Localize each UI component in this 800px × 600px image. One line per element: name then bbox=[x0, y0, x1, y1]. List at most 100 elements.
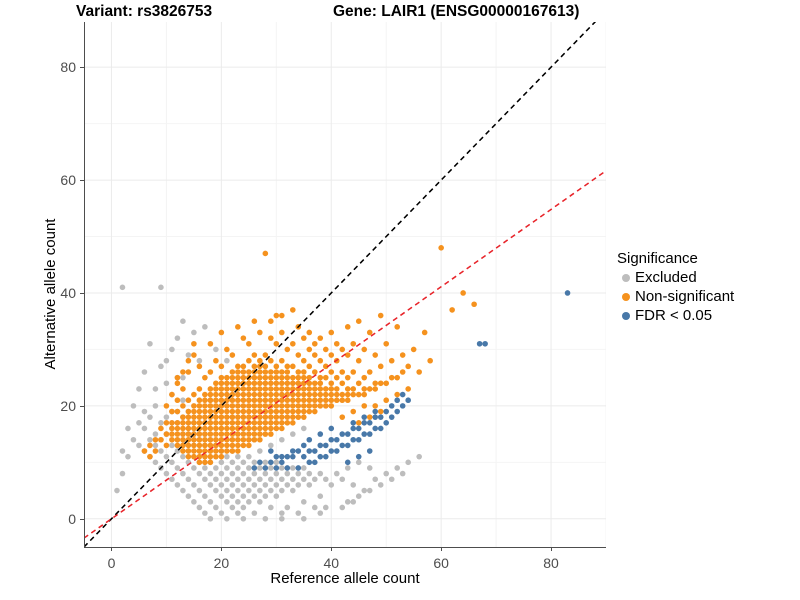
data-point bbox=[317, 510, 324, 516]
data-point bbox=[311, 380, 318, 387]
data-point bbox=[180, 386, 186, 392]
data-point bbox=[218, 470, 225, 477]
data-point bbox=[355, 493, 362, 499]
data-point bbox=[262, 470, 269, 477]
data-point bbox=[377, 425, 384, 432]
legend-item[interactable]: Excluded bbox=[617, 268, 797, 287]
data-point bbox=[207, 403, 214, 409]
data-point bbox=[207, 453, 214, 460]
data-point bbox=[196, 357, 203, 364]
data-point bbox=[202, 408, 208, 415]
data-point bbox=[251, 482, 258, 488]
data-point bbox=[333, 374, 340, 381]
legend-item[interactable]: FDR < 0.05 bbox=[617, 306, 797, 325]
data-point bbox=[147, 442, 153, 449]
data-point bbox=[366, 448, 373, 454]
data-point bbox=[202, 324, 208, 330]
data-point bbox=[300, 408, 307, 415]
data-point bbox=[158, 425, 164, 432]
data-point bbox=[180, 369, 186, 375]
data-point bbox=[229, 386, 236, 392]
data-point bbox=[191, 340, 197, 347]
x-tick-label: 60 bbox=[433, 555, 449, 571]
data-point bbox=[125, 425, 131, 432]
data-point bbox=[185, 420, 192, 426]
data-point bbox=[169, 420, 175, 426]
data-point bbox=[163, 403, 170, 409]
data-point bbox=[273, 482, 280, 488]
data-point bbox=[169, 391, 175, 398]
data-point bbox=[328, 369, 335, 375]
data-point bbox=[300, 414, 307, 420]
data-point bbox=[257, 374, 263, 381]
data-point bbox=[185, 442, 192, 449]
data-point bbox=[311, 386, 318, 392]
data-point bbox=[218, 414, 225, 420]
data-point bbox=[251, 318, 258, 324]
data-point bbox=[268, 397, 274, 404]
data-point bbox=[196, 397, 203, 404]
data-point bbox=[213, 436, 219, 443]
data-point bbox=[279, 329, 285, 336]
data-point bbox=[306, 403, 313, 409]
data-point bbox=[202, 414, 208, 420]
data-point bbox=[240, 369, 247, 375]
data-point bbox=[355, 391, 362, 398]
data-point bbox=[427, 357, 433, 364]
data-point bbox=[207, 369, 214, 375]
data-point bbox=[366, 414, 373, 420]
data-point bbox=[300, 465, 307, 471]
data-point bbox=[235, 465, 241, 471]
data-point bbox=[257, 465, 263, 471]
data-point bbox=[306, 346, 313, 353]
data-point bbox=[300, 515, 307, 522]
data-point bbox=[147, 414, 153, 420]
data-point bbox=[372, 386, 379, 392]
data-point bbox=[306, 386, 313, 392]
data-point bbox=[350, 391, 357, 398]
x-tick-mark bbox=[221, 547, 223, 551]
data-point bbox=[229, 436, 236, 443]
data-point bbox=[229, 425, 236, 432]
data-point bbox=[251, 408, 258, 415]
legend-item-label: Excluded bbox=[635, 269, 697, 286]
data-point bbox=[251, 380, 258, 387]
data-point bbox=[235, 436, 241, 443]
data-point bbox=[169, 431, 175, 437]
data-point bbox=[295, 352, 302, 358]
gene-title: Gene: LAIR1 (ENSG00000167613) bbox=[333, 3, 580, 20]
data-point bbox=[246, 453, 252, 460]
data-point bbox=[383, 420, 390, 426]
legend-item[interactable]: Non-significant bbox=[617, 287, 797, 306]
data-point bbox=[185, 397, 192, 404]
data-point bbox=[207, 408, 214, 415]
data-point bbox=[174, 465, 181, 471]
data-point bbox=[251, 386, 258, 392]
data-point bbox=[268, 476, 274, 483]
data-point bbox=[169, 476, 175, 483]
data-point bbox=[322, 453, 329, 460]
data-point bbox=[333, 470, 340, 477]
data-point bbox=[328, 380, 335, 387]
data-point bbox=[268, 420, 274, 426]
data-point bbox=[311, 340, 318, 347]
data-point bbox=[361, 391, 368, 398]
data-point bbox=[344, 374, 351, 381]
data-point bbox=[328, 403, 335, 409]
legend-dot-icon bbox=[622, 273, 630, 282]
data-point bbox=[284, 470, 291, 477]
data-point bbox=[136, 442, 142, 449]
data-point bbox=[235, 476, 241, 483]
data-point bbox=[240, 431, 247, 437]
data-point bbox=[218, 431, 225, 437]
data-point bbox=[350, 499, 357, 505]
data-point bbox=[300, 476, 307, 483]
data-point bbox=[290, 465, 296, 471]
data-point bbox=[355, 420, 362, 426]
data-point bbox=[158, 284, 164, 291]
data-point bbox=[366, 465, 373, 471]
reference-line-top-identity bbox=[84, 22, 596, 547]
data-point bbox=[290, 408, 296, 415]
x-tick-mark bbox=[551, 547, 553, 551]
data-point bbox=[213, 453, 219, 460]
